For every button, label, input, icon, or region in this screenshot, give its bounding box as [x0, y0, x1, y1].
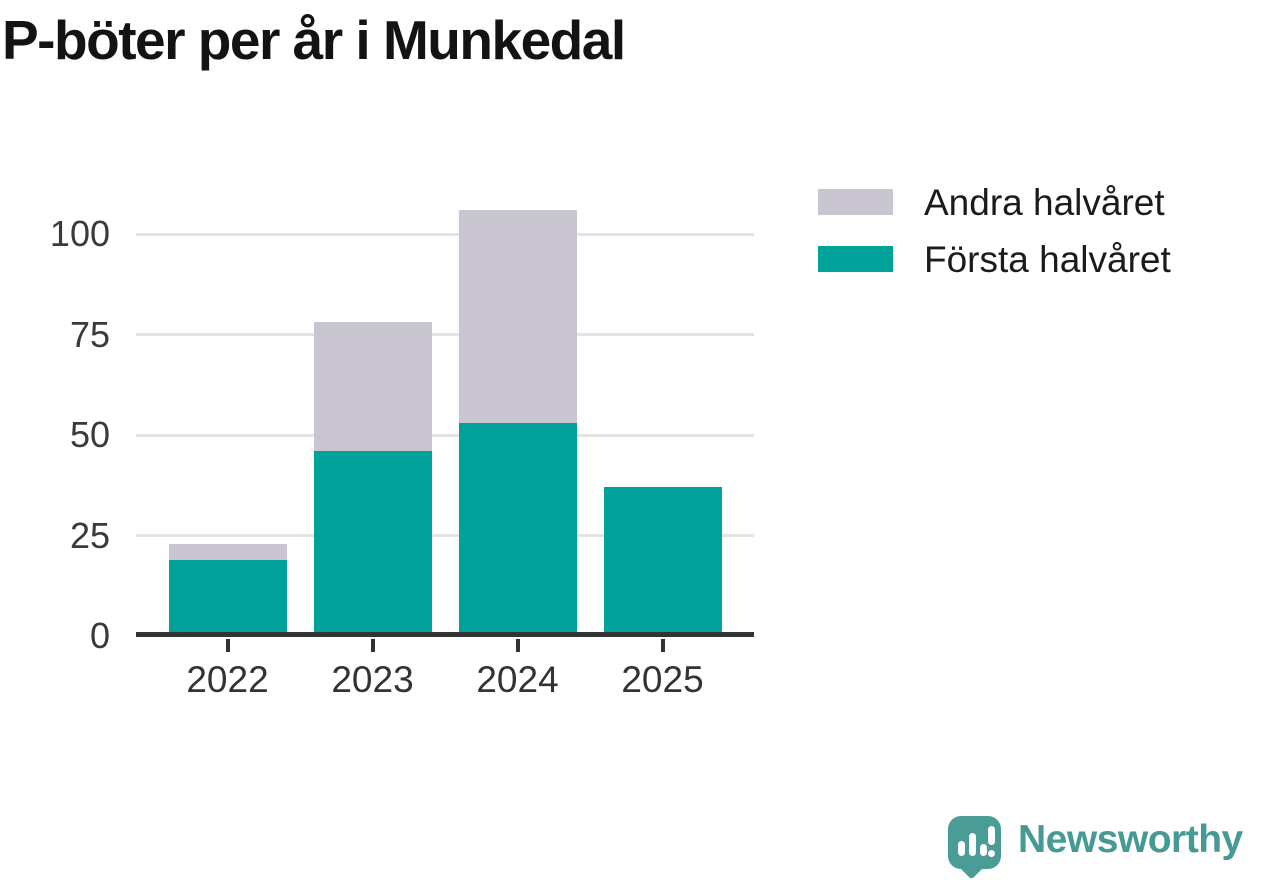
bar-2025 [603, 487, 722, 636]
y-tick-label-100: 100 [49, 213, 110, 254]
exclamation-dot [988, 850, 995, 857]
x-axis-line [136, 632, 754, 637]
speech-bubble-tail [959, 855, 984, 880]
chart-title: P-böter per år i Munkedal [2, 9, 626, 71]
newsworthy-speech-bubble-chart-icon [948, 816, 1001, 880]
bar-segment-2022-första-halvåret [168, 559, 287, 636]
bar-2023 [313, 322, 432, 636]
legend-swatch-0 [818, 189, 893, 215]
gridline-y-25 [136, 534, 754, 537]
y-tick-label-25: 25 [69, 514, 110, 556]
gridline-y-100 [136, 232, 754, 236]
y-tick-label-50: 50 [69, 414, 110, 455]
x-tick-label-2023: 2023 [331, 659, 414, 700]
bar-segment-2023-andra-halvåret [313, 322, 432, 452]
bar-glyph-3 [980, 844, 987, 856]
bar-segment-2023-första-halvåret [313, 451, 432, 636]
newsworthy-wordmark: Newsworthy [1018, 818, 1243, 861]
legend-item-1: Första halvåret [818, 239, 1171, 279]
x-tick-label-2022: 2022 [186, 659, 269, 700]
legend-item-0: Andra halvåret [818, 182, 1171, 222]
legend: Andra halvåret Första halvåret [818, 182, 1171, 279]
y-tick-label-75: 75 [69, 313, 110, 355]
x-tick-2025 [660, 639, 665, 652]
x-tick-label-2025: 2025 [621, 659, 704, 700]
x-tick-2023 [370, 639, 375, 652]
legend-label-0: Andra halvåret [924, 181, 1165, 223]
bar-segment-2024-andra-halvåret [458, 209, 577, 423]
gridline-y-50 [136, 433, 754, 437]
x-tick-2024 [515, 639, 520, 652]
newsworthy-logo: Newsworthy [948, 816, 1243, 880]
x-tick-label-2024: 2024 [476, 659, 559, 700]
gridline-y-75 [136, 333, 754, 336]
legend-swatch-1 [818, 246, 893, 272]
bar-2024 [458, 209, 577, 636]
bar-segment-2022-andra-halvåret [168, 543, 287, 560]
bar-glyph-1 [958, 841, 965, 856]
bar-segment-2024-första-halvåret [458, 422, 577, 636]
x-tick-2022 [225, 639, 230, 652]
y-tick-label-0: 0 [89, 615, 110, 656]
bar-segment-2025-första-halvåret [603, 487, 722, 636]
exclamation-glyph [988, 826, 995, 845]
legend-label-1: Första halvåret [924, 238, 1171, 280]
bar-2022 [168, 543, 287, 636]
bar-glyph-2 [969, 833, 976, 856]
plot-area: 0 25 50 75 100 2022 2023 2024 2025 [50, 140, 754, 700]
